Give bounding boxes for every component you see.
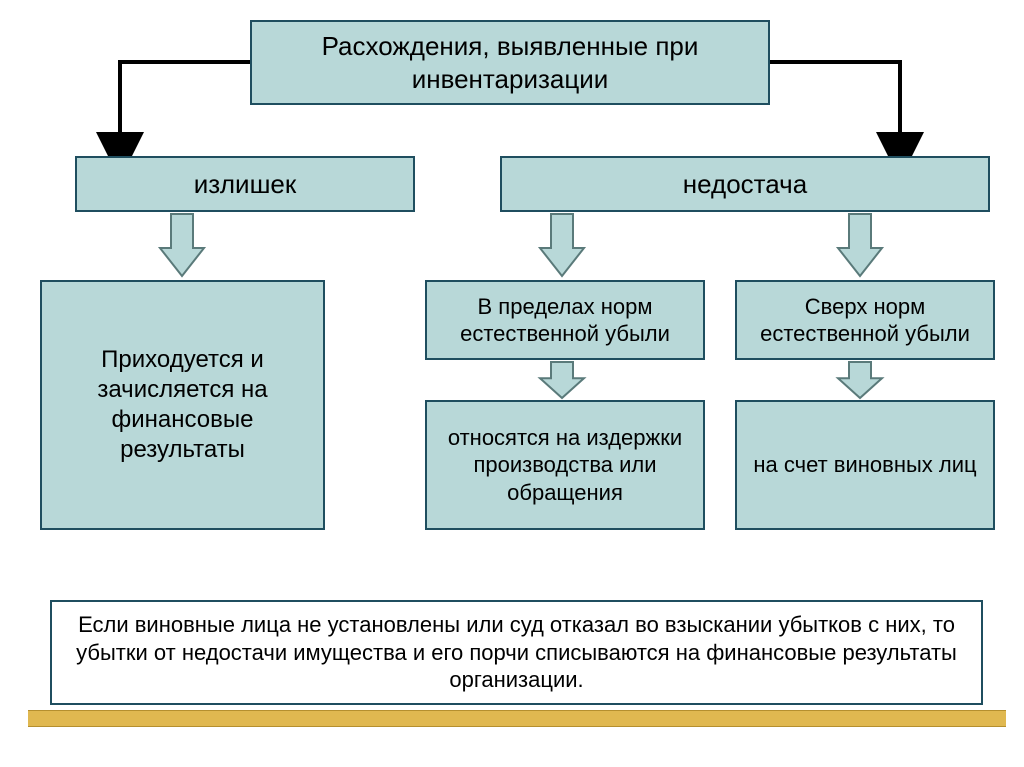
footer-box: Если виновные лица не установлены или су…	[50, 600, 983, 705]
root-text: Расхождения, выявленные при инвентаризац…	[262, 30, 758, 95]
root-box: Расхождения, выявленные при инвентаризац…	[250, 20, 770, 105]
surplus-text: излишек	[194, 168, 297, 201]
surplus-result-box: Приходуется и зачисляется на финансовые …	[40, 280, 325, 530]
over-norms-text: Сверх норм естественной убыли	[747, 293, 983, 348]
within-norms-box: В пределах норм естественной убыли	[425, 280, 705, 360]
footer-text: Если виновные лица не установлены или су…	[62, 611, 971, 694]
over-norms-box: Сверх норм естественной убыли	[735, 280, 995, 360]
surplus-result-text: Приходуется и зачисляется на финансовые …	[52, 345, 313, 465]
over-result-box: на счет виновных лиц	[735, 400, 995, 530]
gold-strip	[28, 710, 1006, 727]
shortage-box: недостача	[500, 156, 990, 212]
within-result-text: относятся на издержки производства или о…	[437, 424, 693, 507]
over-result-text: на счет виновных лиц	[753, 451, 976, 479]
surplus-box: излишек	[75, 156, 415, 212]
within-norms-text: В пределах норм естественной убыли	[437, 293, 693, 348]
shortage-text: недостача	[683, 168, 807, 201]
within-result-box: относятся на издержки производства или о…	[425, 400, 705, 530]
